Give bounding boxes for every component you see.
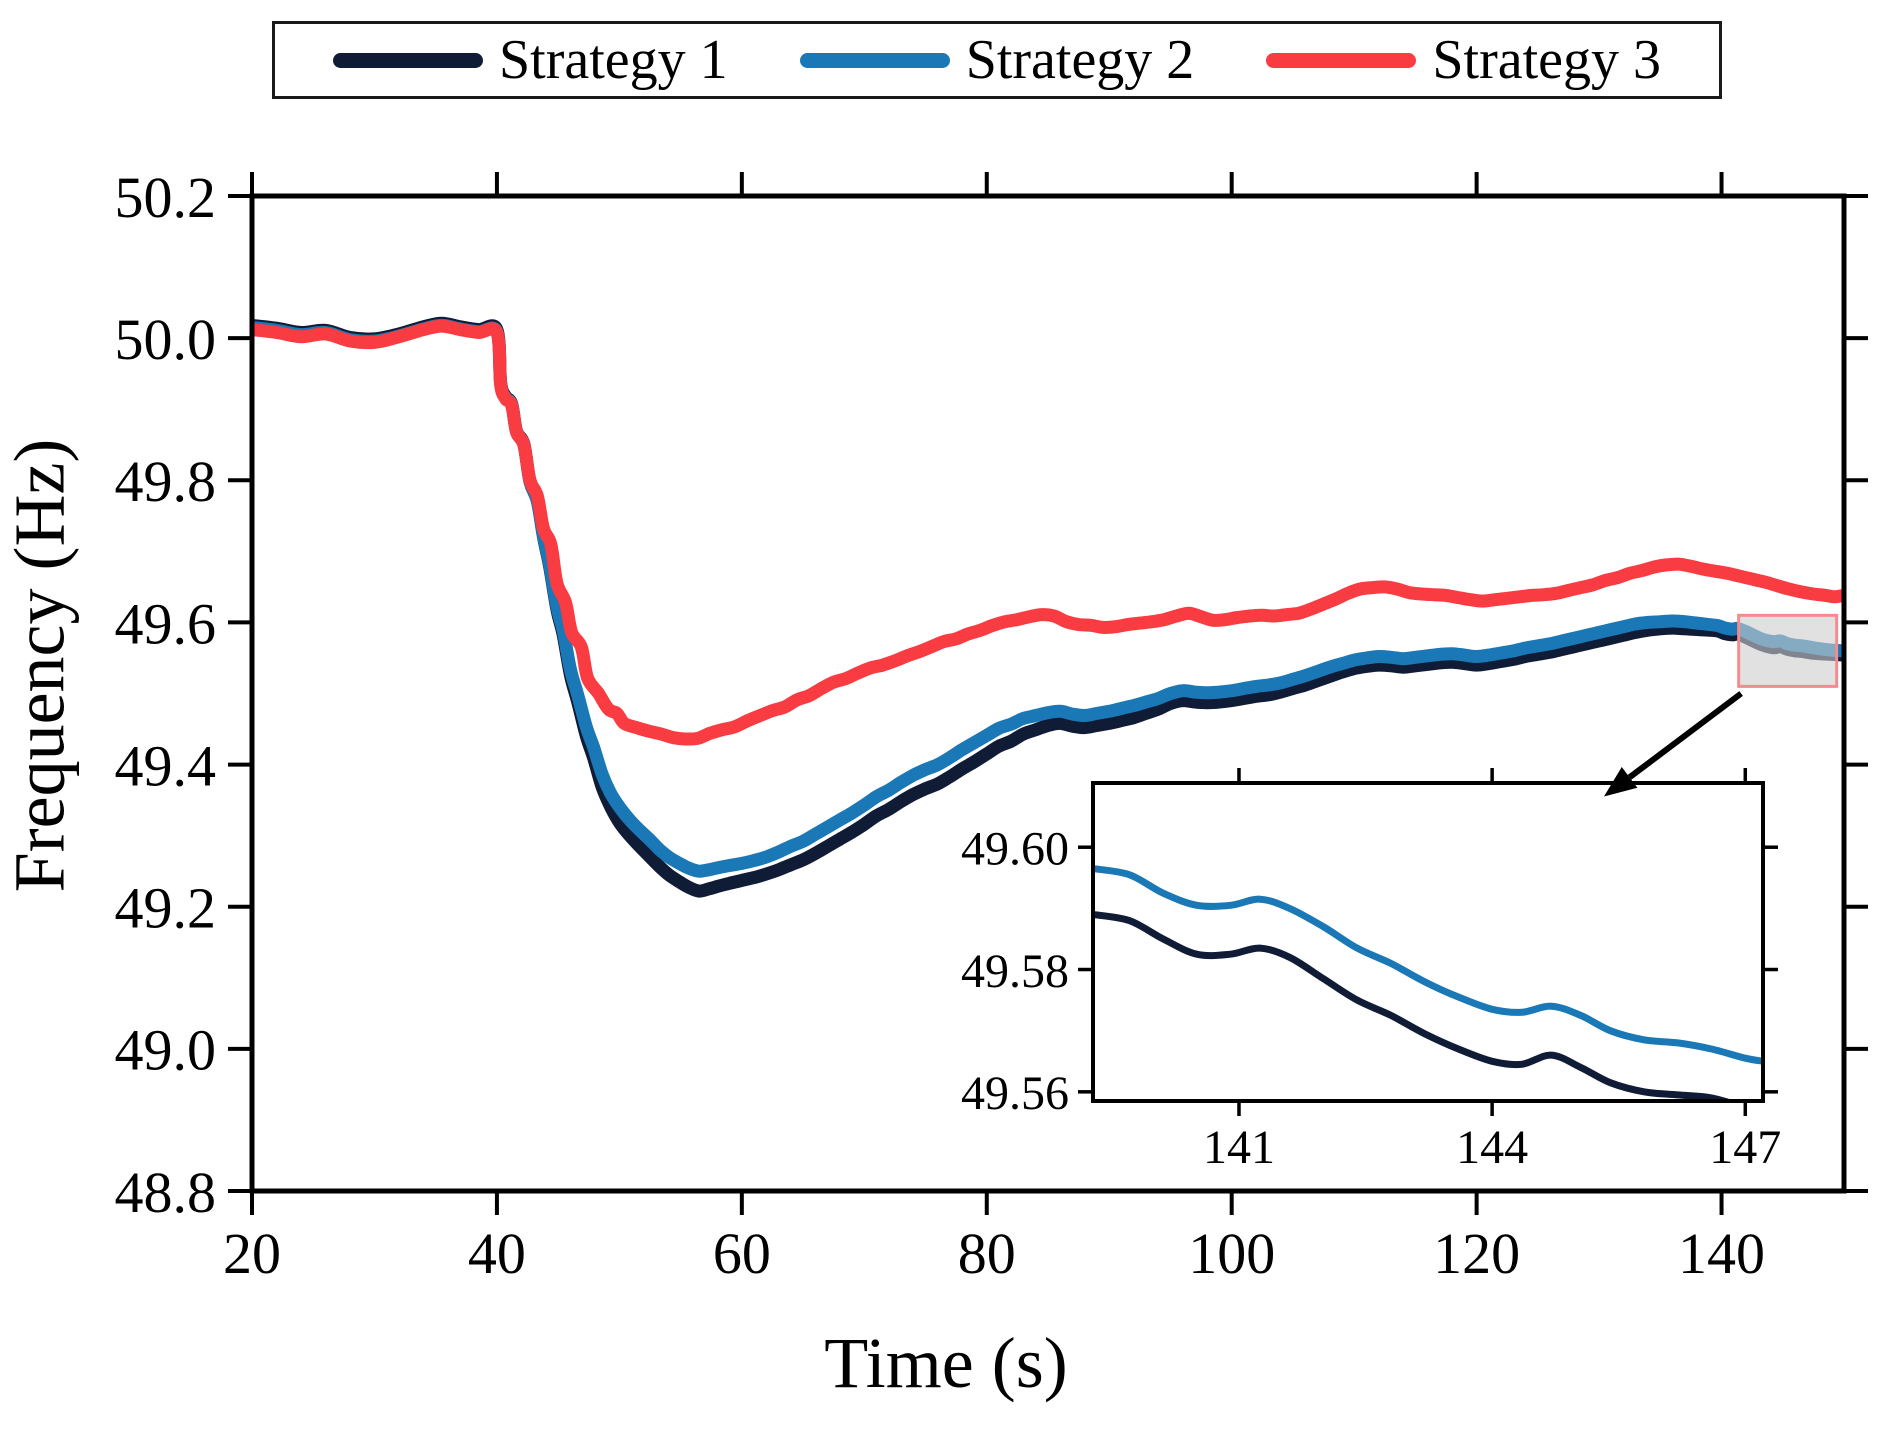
y-tick-label: 50.0 <box>115 307 217 372</box>
y-tick-label: 48.8 <box>115 1160 217 1225</box>
series-line-strategy-3 <box>252 319 1844 746</box>
strategy-3-line-swatch <box>1266 52 1417 68</box>
inset-plot-series <box>1093 865 1763 1101</box>
y-tick-label: 49.8 <box>115 449 217 514</box>
y-tick-label: 49.2 <box>115 876 217 941</box>
inset-y-tick-label: 49.56 <box>961 1067 1069 1120</box>
x-tick-label: 80 <box>958 1221 1016 1286</box>
zoom-region-highlight <box>1737 613 1839 688</box>
x-tick-label: 60 <box>713 1221 771 1286</box>
main-axes: 20 40 60 80 100 120 140 48.8 49.0 49.2 49.4 49.6 49.… <box>115 165 1868 1286</box>
inset-y-tick-label: 49.58 <box>961 945 1069 998</box>
inset-axes: 141 144 147 49.60 49.58 49.56 <box>961 768 1781 1174</box>
y-tick-label: 49.0 <box>115 1018 217 1083</box>
inset-x-tick-label: 147 <box>1709 1121 1781 1174</box>
strategy-2-line-swatch <box>799 52 950 68</box>
y-tick-label: 49.4 <box>115 733 217 798</box>
x-tick-label: 40 <box>468 1221 526 1286</box>
legend-label: Strategy 2 <box>965 29 1195 91</box>
inset-y-tick-label: 49.60 <box>961 822 1069 875</box>
series-line-strategy-2 <box>252 318 1844 878</box>
x-axis-title: Time (s) <box>824 1323 1068 1403</box>
strategy-1-line-swatch <box>333 52 483 68</box>
y-tick-label: 49.6 <box>115 591 217 656</box>
main-plot-series <box>252 316 1844 898</box>
x-tick-label: 120 <box>1433 1221 1520 1286</box>
inset-series-line-strategy-1 <box>1093 911 1737 1101</box>
chart-legend: Strategy 1 Strategy 2 Strategy 3 <box>272 21 1722 99</box>
legend-label: Strategy 1 <box>499 29 728 91</box>
x-tick-label: 100 <box>1188 1221 1275 1286</box>
legend-item-strategy-2: Strategy 2 <box>799 29 1195 91</box>
legend-item-strategy-3: Strategy 3 <box>1266 32 1661 88</box>
inset-x-tick-label: 144 <box>1456 1121 1528 1174</box>
y-tick-label: 50.2 <box>115 165 217 230</box>
x-tick-label: 140 <box>1678 1221 1765 1286</box>
x-tick-label: 20 <box>223 1221 281 1286</box>
inset-series-line-strategy-2 <box>1093 865 1763 1065</box>
legend-item-strategy-1: Strategy 1 <box>333 32 728 88</box>
y-axis-title: Frequency (Hz) <box>0 438 80 893</box>
zoom-arrow-shaft <box>1627 691 1743 780</box>
legend-label: Strategy 3 <box>1432 29 1661 91</box>
inset-x-tick-label: 141 <box>1203 1121 1275 1174</box>
